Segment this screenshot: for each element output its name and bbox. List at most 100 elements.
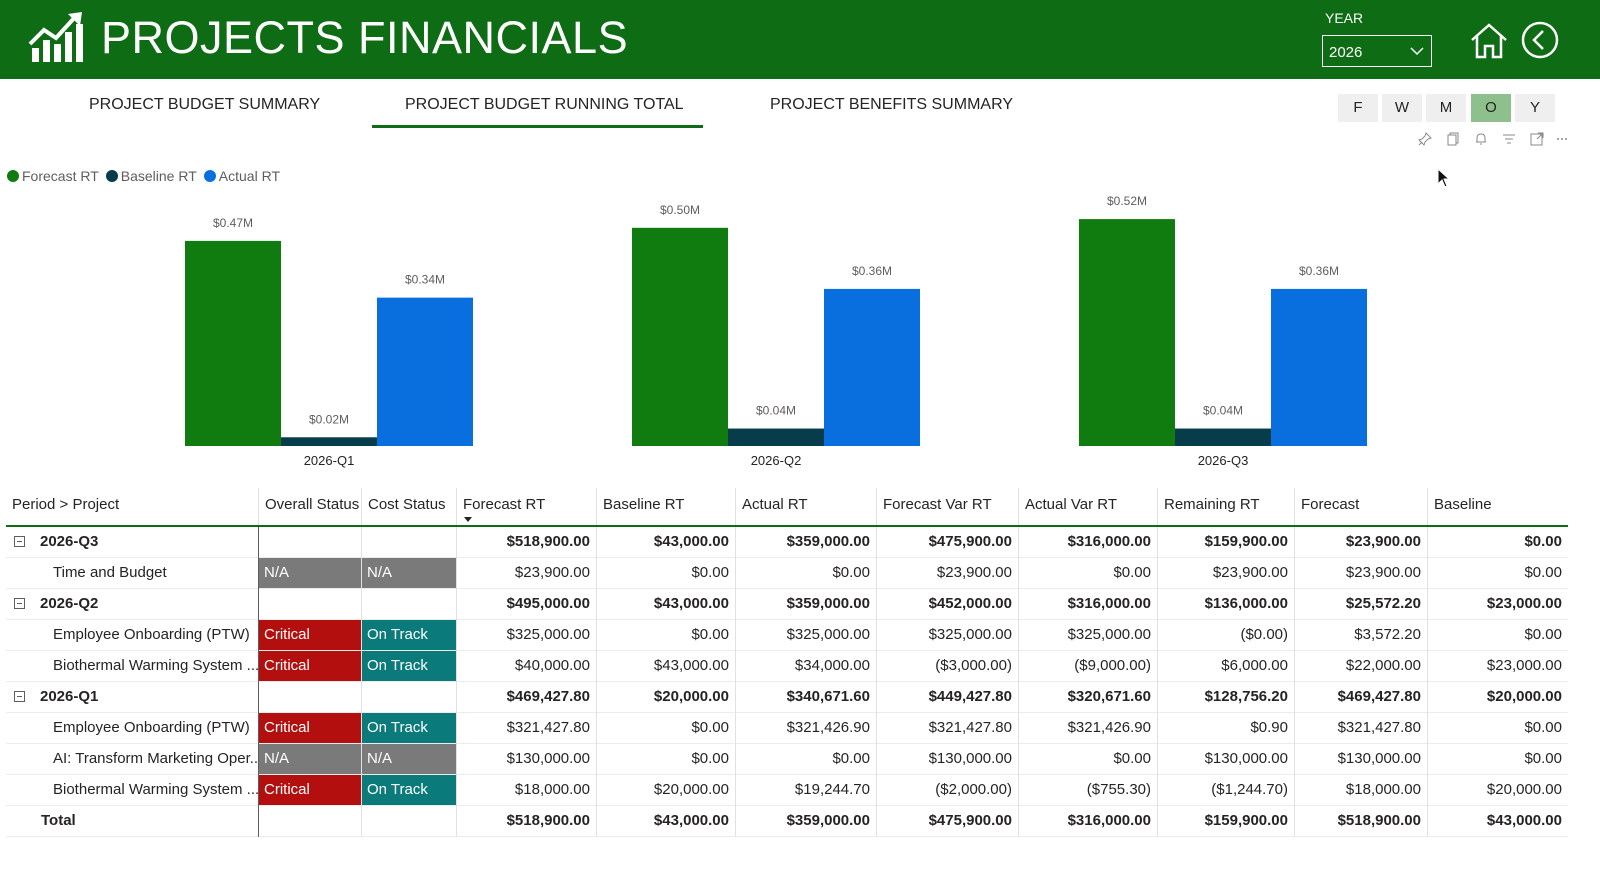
table-row[interactable]: Employee Onboarding (PTW) Critical On Trac… <box>6 713 1568 744</box>
more-options-icon[interactable] <box>1556 132 1568 146</box>
year-dropdown[interactable]: 2026 <box>1322 35 1432 67</box>
column-header-cost-status[interactable]: Cost Status <box>361 488 456 525</box>
cell-forecast: $469,427.80 <box>1337 688 1421 705</box>
column-divider <box>1427 527 1428 837</box>
cost-status-badge: On Track <box>361 775 456 805</box>
bar-baseline-rt-2026-q3[interactable] <box>1175 428 1271 446</box>
cell-forecast-var-rt: $452,000.00 <box>928 595 1012 612</box>
table-row[interactable]: AI: Transform Marketing Oper... N/A N/A $13… <box>6 744 1568 775</box>
cell-forecast-rt: $18,000.00 <box>514 781 590 798</box>
period-button-o[interactable]: O <box>1471 94 1511 122</box>
table-group-row[interactable]: 2026-Q3 $518,900.00 $43,000.00 $359,000.00 $… <box>6 527 1568 558</box>
table-group-row[interactable]: 2026-Q2 $495,000.00 $43,000.00 $359,000.00 $… <box>6 589 1568 620</box>
column-header-baseline-rt[interactable]: Baseline RT <box>596 488 735 525</box>
cell-actual-var-rt: $0.00 <box>1113 564 1151 581</box>
cell-actual-rt: $359,000.00 <box>786 533 870 550</box>
bell-icon[interactable] <box>1474 132 1488 146</box>
cell-remaining-rt: $130,000.00 <box>1204 750 1288 767</box>
chart-legend: Forecast RT Baseline RT Actual RT <box>7 168 280 184</box>
overall-status-badge: N/A <box>258 744 361 774</box>
tab-project-benefits-summary[interactable]: PROJECT BENEFITS SUMMARY <box>770 96 1013 113</box>
column-header-period-project[interactable]: Period > Project <box>12 496 120 513</box>
project-name: Employee Onboarding (PTW) <box>53 719 250 736</box>
cell-forecast-rt: $130,000.00 <box>506 750 590 767</box>
table-group-row[interactable]: 2026-Q1 $469,427.80 $20,000.00 $340,671.60 $… <box>6 682 1568 713</box>
column-header-remaining-rt[interactable]: Remaining RT <box>1157 488 1294 525</box>
column-header-actual-var-rt[interactable]: Actual Var RT <box>1018 488 1157 525</box>
column-header-forecast-rt[interactable]: Forecast RT <box>456 488 596 525</box>
cell-forecast: $518,900.00 <box>1337 812 1421 829</box>
cell-baseline-rt: $43,000.00 <box>653 657 729 674</box>
overall-status-badge: Critical <box>258 713 361 743</box>
bar-baseline-rt-2026-q2[interactable] <box>728 428 824 446</box>
period-button-f[interactable]: F <box>1338 94 1378 122</box>
cell-baseline: $0.00 <box>1524 750 1562 767</box>
cell-remaining-rt: ($0.00) <box>1240 626 1288 643</box>
column-divider <box>1294 527 1295 837</box>
data-label: $0.04M <box>1203 404 1243 418</box>
cell-forecast-rt: $40,000.00 <box>514 657 590 674</box>
column-header-forecast[interactable]: Forecast <box>1294 488 1427 525</box>
sort-descending-icon[interactable] <box>464 517 472 522</box>
table-row[interactable]: Biothermal Warming System ... Critical On … <box>6 651 1568 682</box>
legend-item-actual[interactable]: Actual RT <box>203 168 280 184</box>
cell-forecast: $25,572.20 <box>1345 595 1421 612</box>
project-name: Employee Onboarding (PTW) <box>53 626 250 643</box>
cell-forecast-rt: $518,900.00 <box>506 812 590 829</box>
cell-baseline: $23,000.00 <box>1486 657 1562 674</box>
legend-item-forecast[interactable]: Forecast RT <box>7 168 99 184</box>
tab-project-budget-running-total[interactable]: PROJECT BUDGET RUNNING TOTAL <box>405 96 684 113</box>
tab-project-budget-summary[interactable]: PROJECT BUDGET SUMMARY <box>89 96 321 113</box>
cell-forecast-rt: $325,000.00 <box>506 626 590 643</box>
bar-actual-rt-2026-q1[interactable] <box>377 297 473 446</box>
column-header-overall-status[interactable]: Overall Status <box>258 488 361 525</box>
cell-actual-var-rt: ($755.30) <box>1086 781 1151 798</box>
column-header-actual-rt[interactable]: Actual RT <box>735 488 876 525</box>
pin-icon[interactable] <box>1418 132 1432 146</box>
filter-icon[interactable] <box>1502 132 1516 146</box>
period-button-y[interactable]: Y <box>1515 94 1555 122</box>
bar-actual-rt-2026-q3[interactable] <box>1271 288 1367 446</box>
back-arrow-icon[interactable] <box>1520 20 1560 60</box>
bar-forecast-rt-2026-q2[interactable] <box>632 227 728 446</box>
collapse-icon[interactable] <box>14 598 25 609</box>
bar-forecast-rt-2026-q3[interactable] <box>1079 219 1175 446</box>
cost-status-badge: N/A <box>361 744 456 774</box>
legend-item-baseline[interactable]: Baseline RT <box>105 168 197 184</box>
bar-actual-rt-2026-q2[interactable] <box>824 288 920 446</box>
collapse-icon[interactable] <box>14 536 25 547</box>
cell-actual-var-rt: $321,426.90 <box>1067 719 1151 736</box>
period-button-m[interactable]: M <box>1426 94 1466 122</box>
cell-actual-rt: $359,000.00 <box>786 812 870 829</box>
focus-mode-icon[interactable] <box>1530 132 1544 146</box>
copy-icon[interactable] <box>1446 132 1460 146</box>
cell-remaining-rt: $159,900.00 <box>1204 812 1288 829</box>
data-label: $0.36M <box>1299 264 1339 278</box>
cell-actual-var-rt: $316,000.00 <box>1067 595 1151 612</box>
collapse-icon[interactable] <box>14 691 25 702</box>
table-row[interactable]: Biothermal Warming System ... Critical On … <box>6 775 1568 806</box>
active-tab-indicator <box>372 125 703 128</box>
cell-actual-var-rt: $316,000.00 <box>1067 533 1151 550</box>
bar-baseline-rt-2026-q1[interactable] <box>281 437 377 446</box>
overall-status-badge: N/A <box>258 558 361 588</box>
table-row[interactable]: Employee Onboarding (PTW) Critical On Trac… <box>6 620 1568 651</box>
data-label: $0.02M <box>309 412 349 426</box>
cell-remaining-rt: $6,000.00 <box>1221 657 1288 674</box>
period-button-w[interactable]: W <box>1382 94 1422 122</box>
cell-baseline-rt: $43,000.00 <box>653 595 729 612</box>
home-icon[interactable] <box>1470 22 1508 60</box>
cell-actual-rt: $0.00 <box>832 564 870 581</box>
chevron-down-icon <box>1410 47 1424 56</box>
table-row[interactable]: Time and Budget N/A N/A $23,900.00 $0.00 $0.0… <box>6 558 1568 589</box>
column-header-forecast-var-rt[interactable]: Forecast Var RT <box>876 488 1018 525</box>
column-divider <box>361 527 362 837</box>
table-total-row[interactable]: Total $518,900.00 $43,000.00 $359,000.00 $47… <box>6 806 1568 837</box>
column-header-baseline[interactable]: Baseline <box>1427 488 1568 525</box>
legend-dot-icon <box>105 170 118 182</box>
cell-actual-var-rt: $316,000.00 <box>1067 812 1151 829</box>
bar-forecast-rt-2026-q1[interactable] <box>185 240 281 446</box>
cell-actual-var-rt: $320,671.60 <box>1067 688 1151 705</box>
app-title: PROJECTS FINANCIALS <box>101 12 629 63</box>
column-divider <box>258 527 259 837</box>
